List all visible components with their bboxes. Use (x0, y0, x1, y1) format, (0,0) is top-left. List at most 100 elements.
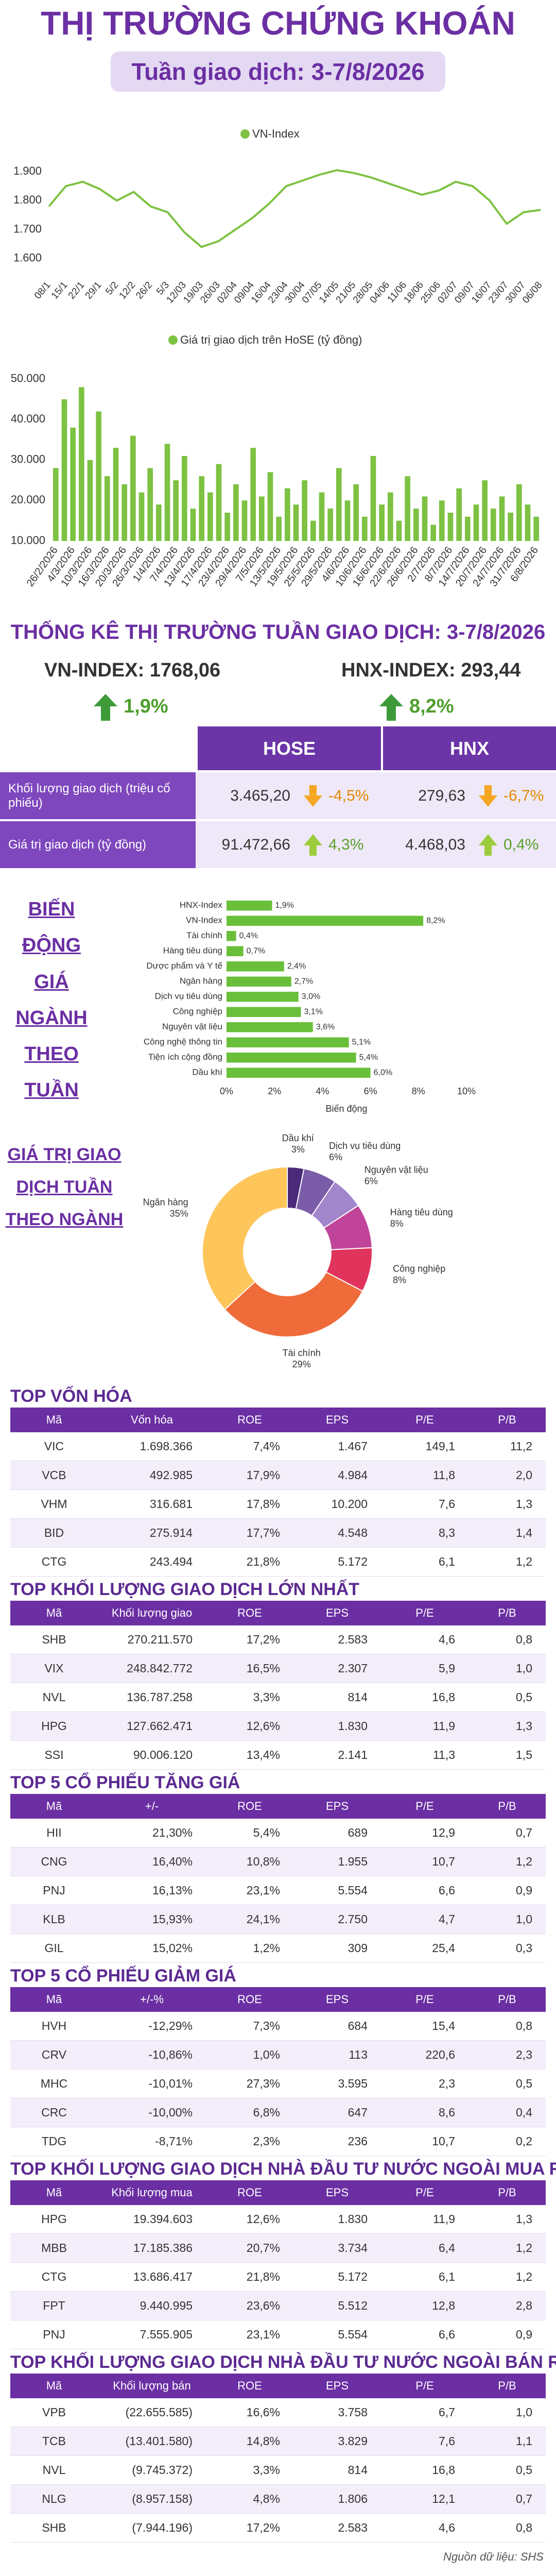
bar (405, 476, 410, 541)
bar (61, 399, 67, 541)
y-tick-label: 30.000 (11, 453, 45, 466)
column-header: ROE (206, 1794, 293, 1819)
up-arrow (379, 694, 403, 721)
bar (227, 1022, 313, 1032)
x-tick-label: 29/1 (83, 280, 104, 301)
category-label: Dịch vụ tiêu dùng (155, 991, 222, 1001)
table-cell: 684 (293, 2012, 381, 2041)
bar (130, 435, 136, 541)
x-tick-label: 2% (268, 1086, 281, 1096)
category-label: Ngân hàng (180, 976, 222, 986)
table-cell: 12,9 (381, 1819, 468, 1848)
category-label: Công nghệ thông tin (144, 1037, 222, 1047)
value-label: 2,4% (287, 962, 306, 971)
bar (473, 504, 479, 541)
donut-slice (202, 1166, 288, 1311)
bar (491, 509, 496, 541)
x-tick-label: 26/2 (134, 280, 154, 301)
change-text: -6,7% (503, 787, 544, 804)
table-cell: 14,8% (206, 2427, 293, 2456)
bar (250, 448, 256, 541)
bar (447, 513, 454, 541)
table-cell: NVL (10, 2456, 98, 2485)
change-arrow (478, 833, 498, 857)
table-cell: 3,3% (206, 1683, 293, 1712)
bar (70, 428, 76, 541)
column-header: Mã (10, 1408, 98, 1432)
bar (227, 931, 236, 941)
table-cell: VIX (10, 1654, 98, 1683)
bar (310, 520, 316, 541)
table-cell: 1,0 (468, 1654, 546, 1683)
column-header: ROE (206, 1601, 293, 1625)
table-cell: CNG (10, 1848, 98, 1876)
table-cell: 3,3% (206, 2456, 293, 2485)
table-cell: 8,3 (381, 1519, 468, 1548)
column-header: P/E (381, 2374, 468, 2398)
table-cell: (8.957.158) (98, 2485, 206, 2514)
table-cell: TCB (10, 2427, 98, 2456)
bar (227, 1037, 349, 1047)
bar (388, 492, 393, 541)
category-label: Tài chính (186, 930, 222, 940)
table-cell: 1,0% (206, 2041, 293, 2070)
table-cell: 4,6 (381, 1625, 468, 1654)
change-cell: 4,3% (299, 819, 381, 868)
table-cell: 0,5 (468, 1683, 546, 1712)
table-cell: 5.554 (293, 1876, 381, 1905)
table-cell: -10,86% (98, 2041, 206, 2070)
column-header: Mã (10, 2374, 98, 2398)
table-cell: SHB (10, 1625, 98, 1654)
bar (276, 516, 282, 541)
table-cell: 6,8% (206, 2098, 293, 2127)
arrow-shape (304, 834, 322, 856)
bar (319, 492, 325, 541)
table-cell: 11,3 (381, 1741, 468, 1770)
table-cell: HPG (10, 1712, 98, 1741)
table-cell: 2,3% (206, 2127, 293, 2156)
table-cell: 15,02% (98, 1934, 206, 1963)
table-cell: 21,8% (206, 2263, 293, 2292)
column-header: +/-% (98, 1987, 206, 2012)
change-text: 0,4% (503, 836, 539, 853)
table-cell: 1.698.366 (98, 1432, 206, 1461)
table-cell: 23,1% (206, 2320, 293, 2349)
table-cell: 11,2 (468, 1432, 546, 1461)
table-cell: 16,8 (381, 1683, 468, 1712)
change-cell: -4,5% (299, 770, 381, 819)
table-cell: 11,9 (381, 2205, 468, 2234)
change-arrow (303, 784, 323, 808)
value-cell: 3.465,20 (196, 770, 299, 819)
data-table: Mã Khối lượng giao ROE EPS P/E P/B SHB 270.211.… (10, 1601, 546, 1770)
value-cell: 91.472,66 (196, 819, 299, 868)
table-cell: SSI (10, 1741, 98, 1770)
table-section: TOP VỐN HÓA Mã Vốn hóa ROE EPS P/E P/B VIC 1.698… (10, 1386, 546, 1577)
category-label: HNX-Index (180, 900, 223, 910)
bar (241, 500, 248, 541)
hnxindex-label: HNX-INDEX: 293,44 (341, 659, 521, 681)
bar (533, 516, 539, 541)
table-cell: 7,3% (206, 2012, 293, 2041)
table-cell: 12,1 (381, 2485, 468, 2514)
bar (227, 1067, 371, 1078)
column-header: P/B (468, 1987, 546, 2012)
table-cell: 2,3 (468, 2041, 546, 2070)
change-cell: 0,4% (474, 819, 556, 868)
table-cell: NVL (10, 1683, 98, 1712)
table-cell: (22.655.585) (98, 2398, 206, 2427)
table-title: TOP 5 CỔ PHIẾU TĂNG GIÁ (10, 1773, 240, 1792)
value-label: 3,0% (302, 992, 320, 1001)
bar (138, 492, 145, 541)
change-text: -4,5% (328, 787, 369, 804)
bar (439, 500, 445, 541)
table-cell: 4,7 (381, 1905, 468, 1934)
bar (147, 468, 153, 541)
table-cell: CRC (10, 2098, 98, 2127)
table-cell: 3.758 (293, 2398, 381, 2427)
category-label: Dược phẩm và Y tế (146, 961, 222, 971)
bar (227, 976, 291, 987)
column-header: Khối lượng mua (98, 2180, 206, 2205)
change-arrow (478, 784, 498, 808)
column-header: Mã (10, 1794, 98, 1819)
table-cell: 647 (293, 2098, 381, 2127)
